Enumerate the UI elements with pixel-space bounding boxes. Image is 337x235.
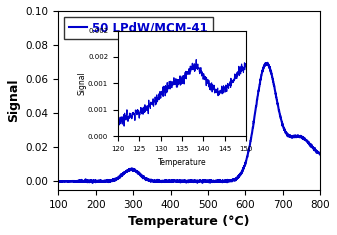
Y-axis label: Signal: Signal [7, 79, 20, 122]
X-axis label: Temperature: Temperature [158, 158, 206, 167]
Y-axis label: Signal: Signal [78, 71, 87, 95]
Legend: 50 LPdW/MCM-41: 50 LPdW/MCM-41 [64, 17, 213, 39]
X-axis label: Temperature (°C): Temperature (°C) [128, 215, 250, 228]
